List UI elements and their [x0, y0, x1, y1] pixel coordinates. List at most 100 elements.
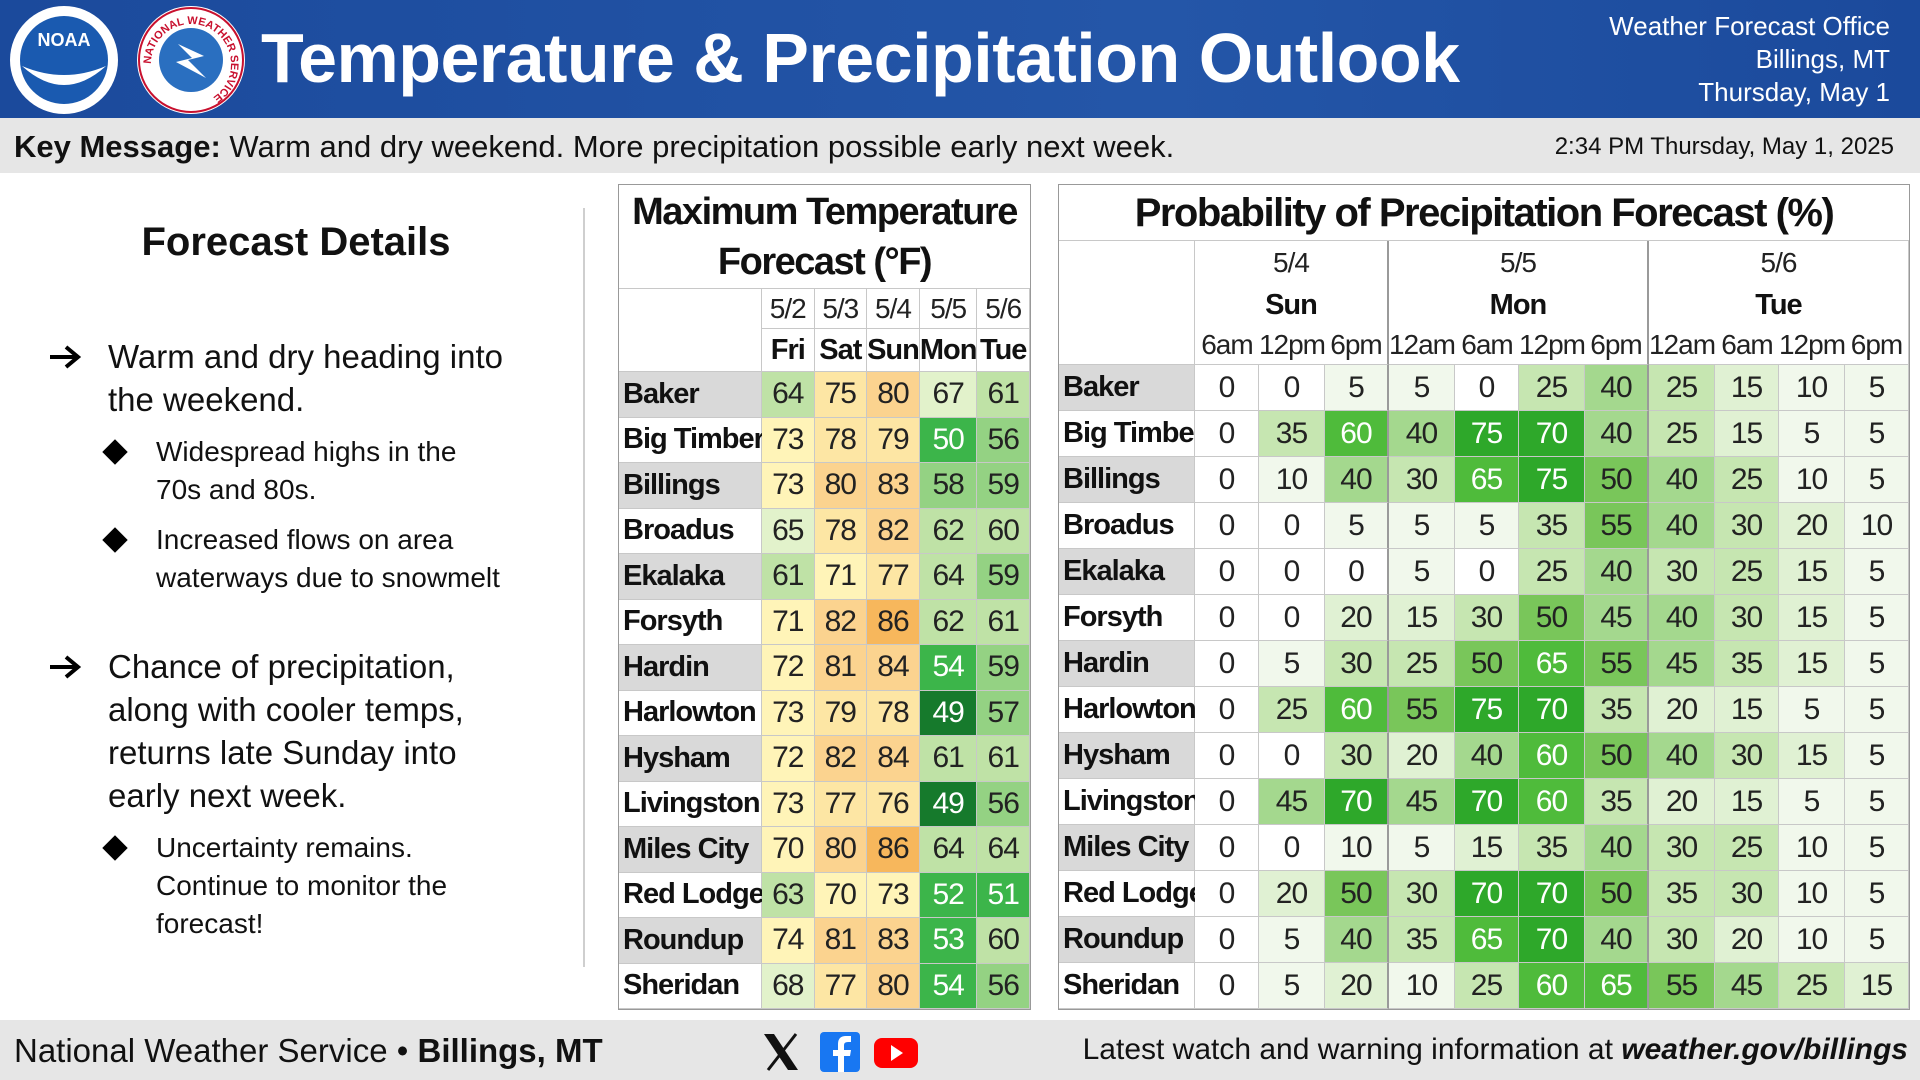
- pop-cell: 0: [1195, 733, 1259, 779]
- pop-cell: 0: [1195, 917, 1259, 963]
- temp-cell: 79: [867, 417, 920, 463]
- pop-cell: 10: [1778, 871, 1846, 917]
- pop-cell: 40: [1325, 457, 1389, 503]
- temp-cell: 61: [919, 736, 978, 782]
- location: Livingston: [1059, 779, 1201, 825]
- location: Forsyth: [1059, 595, 1195, 641]
- location: Ekalaka: [619, 554, 762, 600]
- temp-cell: 84: [867, 645, 920, 691]
- temp-cell: 49: [919, 690, 978, 736]
- office: Weather Forecast Office Billings, MT Thu…: [1609, 10, 1890, 109]
- youtube-icon[interactable]: [874, 1038, 918, 1068]
- pop-cell: 15: [1715, 779, 1779, 825]
- pop-cell: 20: [1325, 595, 1389, 641]
- pop-cell: 55: [1388, 687, 1456, 733]
- temp-cell: 56: [977, 781, 1030, 827]
- temp-cell: 65: [762, 508, 815, 554]
- nws-ring: [138, 7, 244, 113]
- bullet: Chance of precipitation, along with cool…: [50, 645, 508, 817]
- pop-cell: 25: [1648, 365, 1716, 411]
- pop-cell: 0: [1258, 503, 1325, 549]
- pop-cell: 40: [1585, 825, 1649, 871]
- pop-cell: 40: [1455, 733, 1519, 779]
- temp-cell: 71: [814, 554, 868, 600]
- pop-cell: 25: [1518, 549, 1586, 595]
- temp-cell: 72: [762, 645, 815, 691]
- pop-cell: 50: [1518, 595, 1586, 641]
- temp-cell: 53: [919, 918, 978, 964]
- temp-cell: 49: [919, 781, 978, 827]
- link[interactable]: weather.gov/billings: [1621, 1033, 1908, 1066]
- location: Hardin: [1059, 641, 1195, 687]
- pop-cell: 25: [1715, 825, 1779, 871]
- pop-cell: 20: [1778, 503, 1846, 549]
- sub-bullet: Uncertainty remains. Continue to monitor…: [102, 829, 506, 943]
- x-icon[interactable]: [764, 1033, 798, 1071]
- temp-cell: 59: [977, 645, 1030, 691]
- pop-cell: 50: [1585, 871, 1649, 917]
- pop-cell: 0: [1195, 365, 1259, 411]
- pop-cell: 0: [1195, 641, 1259, 687]
- temp-cell: 79: [814, 690, 868, 736]
- pop-cell: 60: [1325, 411, 1389, 457]
- pop-cell: 35: [1715, 641, 1779, 687]
- temp-cell: 61: [977, 599, 1030, 645]
- pop-cell: 55: [1585, 503, 1649, 549]
- time-header: 6pm: [1585, 325, 1649, 365]
- agency: National Weather Service: [14, 1032, 388, 1069]
- pop-cell: 20: [1648, 687, 1716, 733]
- temp-cell: 71: [762, 599, 815, 645]
- pop-cell: 45: [1648, 641, 1716, 687]
- pop-cell: 40: [1585, 917, 1649, 963]
- pop-cell: 30: [1325, 641, 1389, 687]
- temp-cell: 59: [977, 554, 1030, 600]
- header-blank: [1059, 241, 1195, 365]
- pop-cell: 5: [1845, 595, 1909, 641]
- temp-cell: 70: [814, 872, 868, 918]
- pop-cell: 70: [1518, 871, 1586, 917]
- office-line: Weather Forecast Office: [1609, 11, 1890, 41]
- pop-cell: 40: [1648, 503, 1716, 549]
- temp-cell: 61: [977, 736, 1030, 782]
- temp-cell: 58: [919, 463, 978, 509]
- pop-cell: 60: [1518, 779, 1586, 825]
- pop-cell: 0: [1195, 595, 1259, 641]
- temp-cell: 80: [814, 463, 868, 509]
- temp-cell: 81: [814, 645, 868, 691]
- pop-cell: 5: [1388, 503, 1456, 549]
- pop-cell: 0: [1195, 779, 1259, 825]
- separator: •: [396, 1032, 409, 1069]
- key-message-bar: Key Message: Warm and dry weekend. More …: [0, 118, 1920, 173]
- temp-cell: 62: [919, 508, 978, 554]
- temp-cell: 73: [867, 872, 920, 918]
- pop-cell: 40: [1585, 365, 1649, 411]
- pop-cell: 20: [1388, 733, 1456, 779]
- pop-cell: 30: [1648, 917, 1716, 963]
- facebook-icon[interactable]: [820, 1032, 860, 1072]
- location: Forsyth: [619, 599, 762, 645]
- location: Red Lodge: [619, 872, 765, 918]
- pop-cell: 10: [1388, 963, 1456, 1009]
- pop-cell: 5: [1388, 825, 1456, 871]
- date-header: 5/4: [1195, 241, 1389, 285]
- temperature-table: Maximum Temperature Forecast (°F) 5/2 5/3 5…: [618, 184, 1031, 1010]
- pop-cell: 0: [1195, 871, 1259, 917]
- pop-cell: 5: [1845, 365, 1909, 411]
- temp-cell: 50: [919, 417, 978, 463]
- pop-cell: 15: [1455, 825, 1519, 871]
- pop-cell: 25: [1715, 549, 1779, 595]
- pop-cell: 0: [1195, 825, 1259, 871]
- office: Billings, MT: [417, 1032, 603, 1069]
- pop-cell: 10: [1258, 457, 1325, 503]
- pop-cell: 5: [1845, 779, 1909, 825]
- pop-cell: 30: [1715, 871, 1779, 917]
- pop-cell: 15: [1778, 549, 1846, 595]
- date-header: 5/6: [977, 289, 1030, 329]
- location: Miles City: [619, 827, 762, 873]
- temp-cell: 52: [919, 872, 978, 918]
- social-icons: [764, 1032, 918, 1072]
- temp-cell: 54: [919, 645, 978, 691]
- temp-cell: 64: [919, 554, 978, 600]
- temp-cell: 73: [762, 463, 815, 509]
- date-header: 5/3: [814, 289, 868, 329]
